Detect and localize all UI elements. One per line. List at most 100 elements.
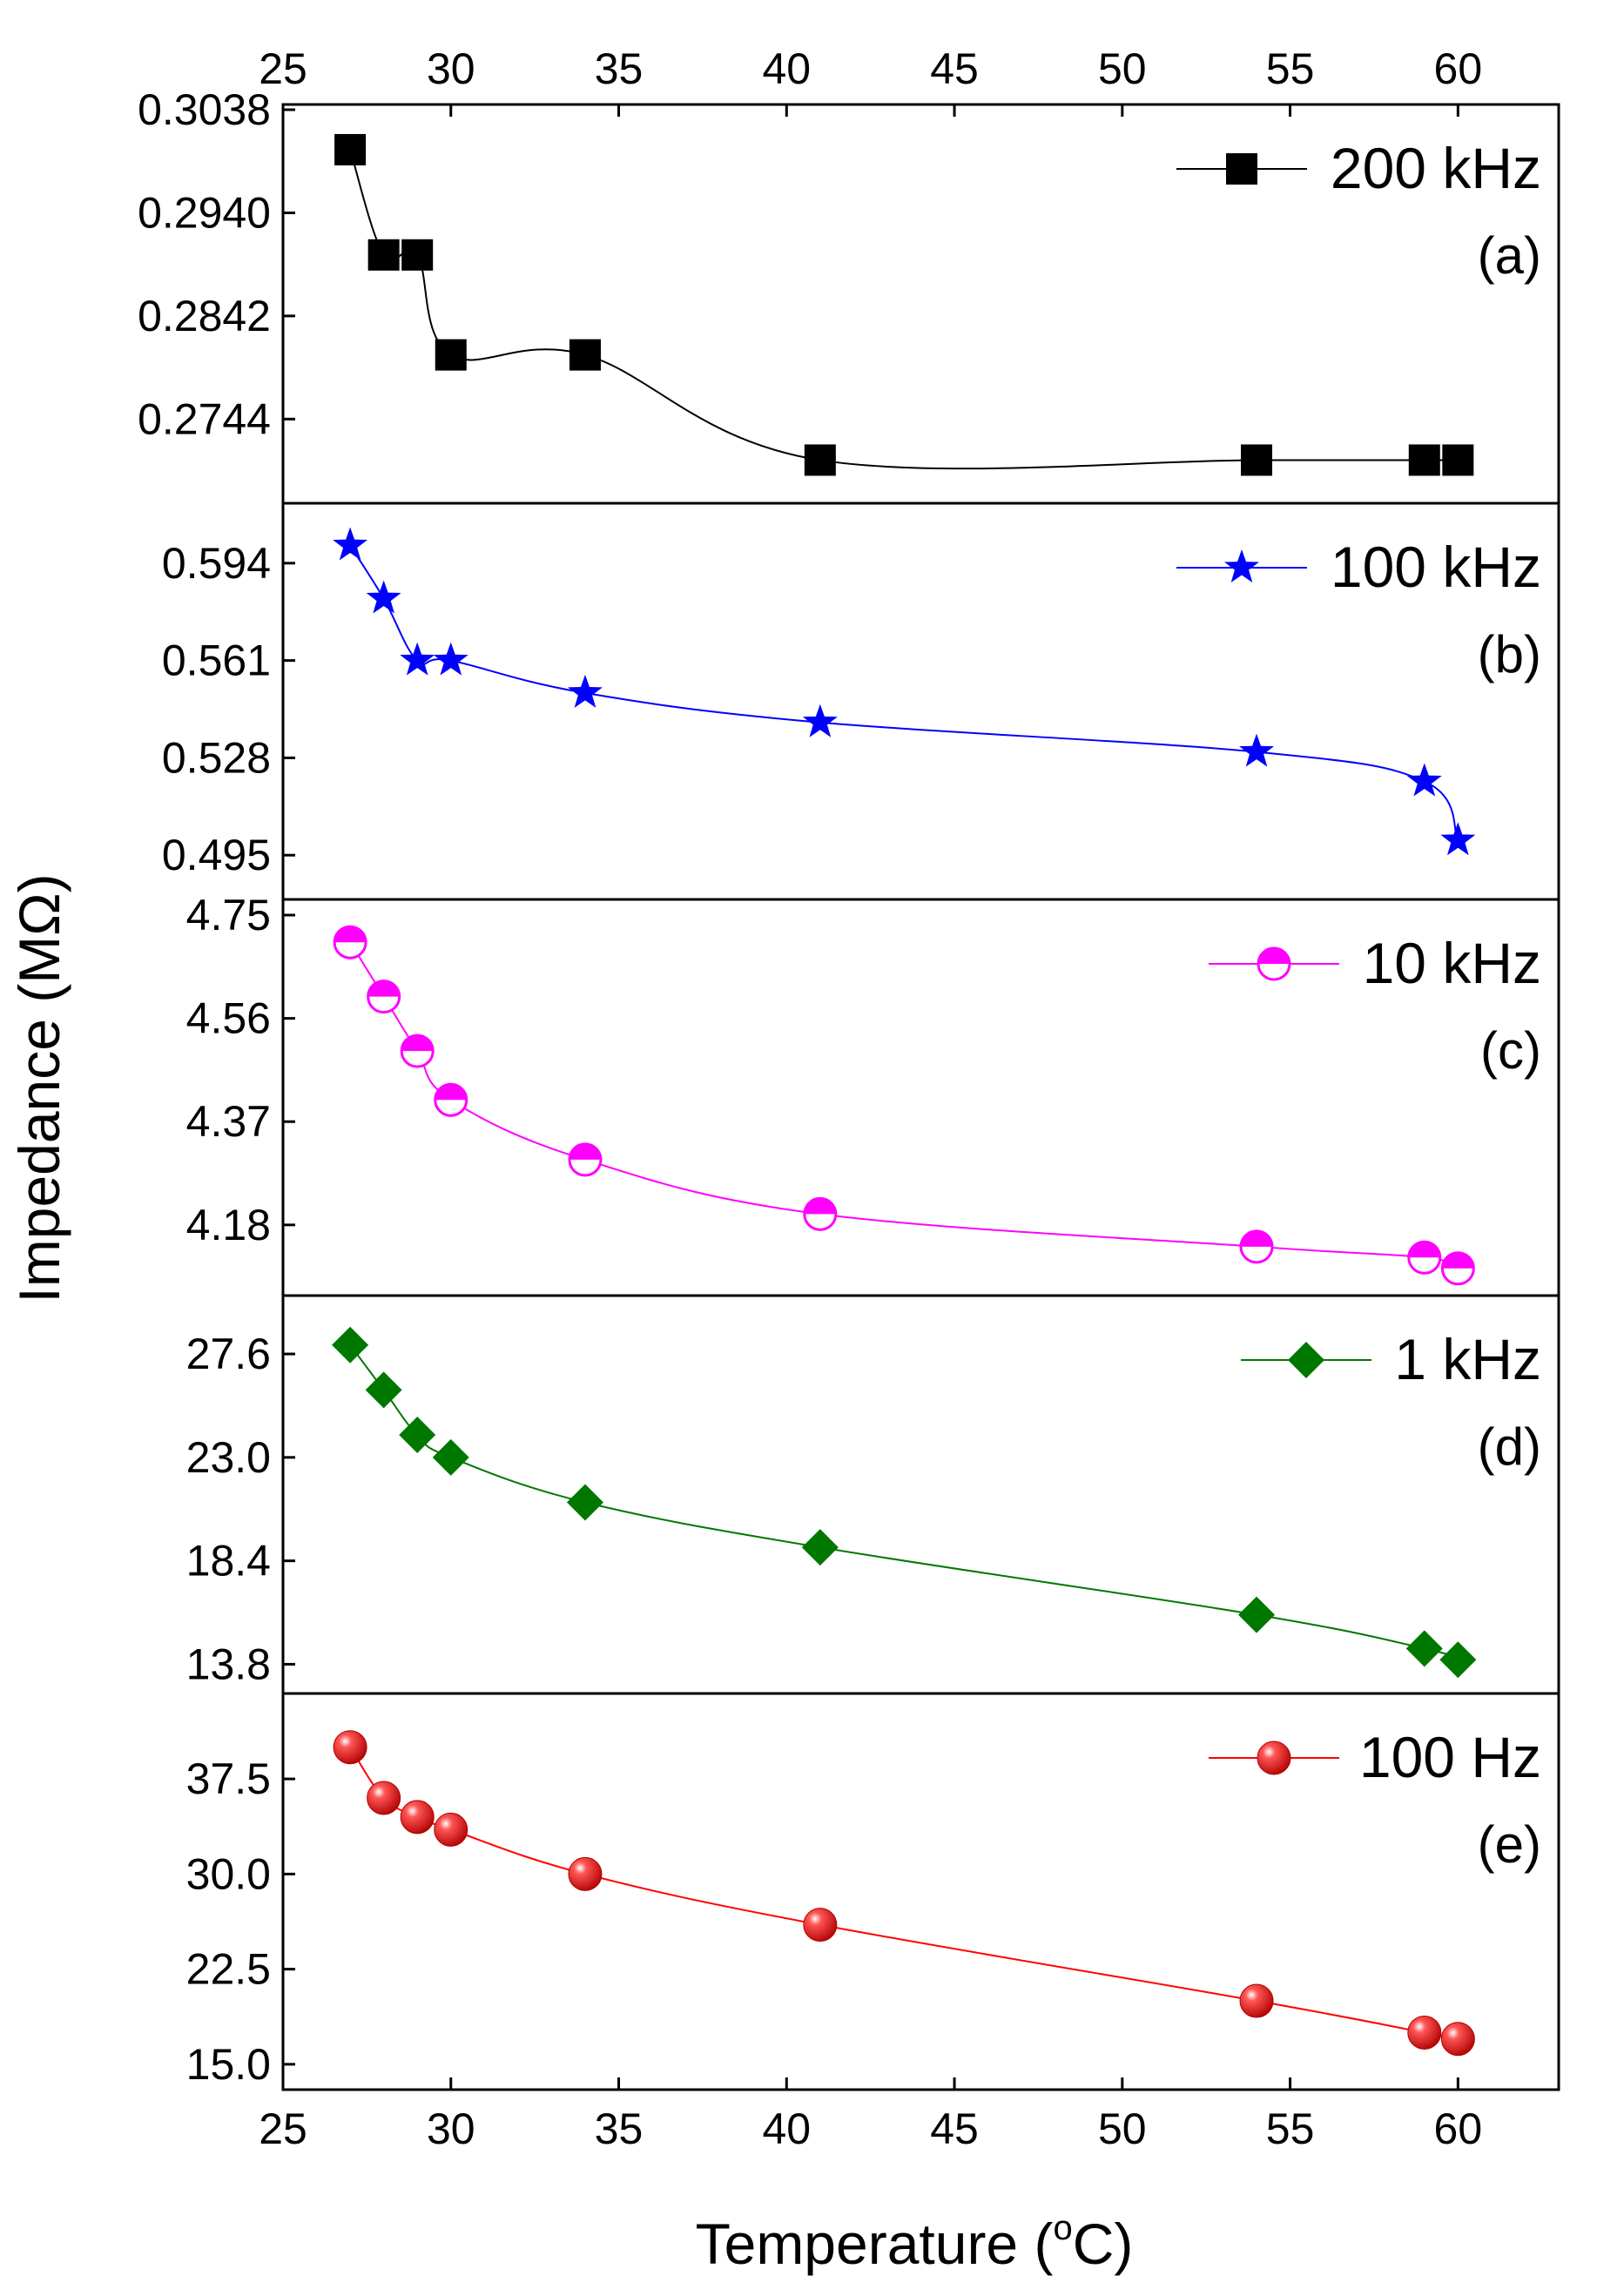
bottom-xtick-label: 60 [1434,2104,1483,2153]
bottom-xtick-label: 45 [930,2104,979,2153]
data-point-e [434,1812,468,1847]
data-point-b [400,642,435,676]
panel-a-ytick-label: 0.3038 [138,85,271,134]
data-point-e [803,1908,838,1943]
panel-a-ytick-label: 0.2744 [138,394,271,443]
panel-d-ytick-label: 18.4 [186,1537,271,1586]
panel-e-ytick-label: 22.5 [186,1945,271,1994]
panel-a-ytick-label: 0.2842 [138,292,271,340]
panel-e-ytick-label: 15.0 [186,2040,271,2089]
bottom-x-axis: 25 30 35 40 45 50 55 60 [259,2077,1482,2153]
data-point-e [367,1781,401,1815]
data-point-c [333,925,367,959]
data-point-d [1405,1630,1443,1667]
top-xtick-label: 30 [427,44,475,93]
legend-label-d: 1 kHz [1394,1327,1541,1391]
bottom-xtick-label: 30 [427,2104,475,2153]
panel-letter-d: (d) [1478,1417,1541,1476]
data-point-a [804,444,836,476]
x-axis-title-suffix: C) [1073,2212,1134,2276]
data-point-c [400,1034,435,1068]
data-point-c [367,980,401,1014]
panel-letter-b: (b) [1478,625,1541,683]
bottom-xtick-label: 40 [762,2104,811,2153]
data-point-b [366,580,401,614]
bottom-xtick-label: 55 [1266,2104,1315,2153]
legend-label-e: 100 Hz [1359,1725,1541,1789]
data-point-d [1238,1596,1276,1633]
panel-d-ytick-label: 27.6 [186,1330,271,1378]
data-point-e [400,1800,435,1835]
panel-c-ytick-label: 4.37 [186,1097,271,1146]
data-point-b [1239,733,1274,767]
panel-a-ytick-label: 0.2940 [138,188,271,237]
x-axis-title-prefix: Temperature ( [696,2212,1054,2276]
data-point-e [1407,2015,1442,2050]
data-point-b [1406,763,1442,797]
data-point-b [333,527,368,561]
panels-group: 0.2744 0.2842 0.2940 0.3038 200 kHz (a) 0.495 0… [138,85,1560,2091]
panel-e-ytick-label: 37.5 [186,1754,271,1803]
data-point-d [399,1417,436,1454]
data-point-c [1239,1229,1274,1264]
panel-c-ytick-label: 4.75 [186,891,271,939]
data-point-d [432,1438,469,1476]
legend-label-c: 10 kHz [1363,931,1541,995]
top-xtick-label: 35 [595,44,644,93]
panel-b-ytick-label: 0.561 [162,636,271,685]
panel-d-frame [281,1294,1560,1695]
data-point-c [803,1196,838,1231]
y-axis-title: Impedance (MΩ) [7,873,71,1303]
data-point-a [334,133,367,165]
legend-marker-d [1288,1342,1324,1378]
panel-b-ytick-label: 0.528 [162,733,271,782]
series-line-e [349,1747,1459,2040]
data-point-e [568,1856,603,1891]
panel-letter-a: (a) [1478,226,1541,285]
data-point-c [1407,1240,1442,1275]
panel-a: 0.2744 0.2842 0.2940 0.3038 200 kHz (a) [138,85,1560,505]
data-point-e [333,1730,367,1765]
panel-c-ytick-label: 4.56 [186,994,271,1043]
data-point-b [433,642,468,676]
panel-c: 4.18 4.37 4.56 4.75 10 kHz (c) [186,891,1560,1297]
data-point-e [1239,1983,1274,2018]
legend-marker-c [1257,946,1291,981]
series-line-d [349,1344,1459,1661]
top-xtick-label: 45 [930,44,979,93]
data-point-a [1442,444,1474,476]
data-point-c [1440,1251,1475,1286]
panel-d-ytick-label: 13.8 [186,1640,271,1688]
panel-d-ytick-label: 23.0 [186,1433,271,1482]
data-point-b [1440,822,1476,856]
legend-label-a: 200 kHz [1331,136,1541,200]
top-xtick-label: 25 [259,44,307,93]
data-point-a [1408,444,1440,476]
top-xtick-label: 40 [762,44,811,93]
data-point-a [367,239,400,271]
data-point-a [435,339,467,371]
series-line-c [349,941,1459,1269]
top-xtick-label: 60 [1434,44,1483,93]
data-point-b [802,704,838,737]
top-x-axis: 25 30 35 40 45 50 55 60 [259,44,1482,117]
data-point-d [365,1371,402,1409]
data-point-a [569,339,601,371]
bottom-xtick-label: 25 [259,2104,307,2153]
panel-e: 15.0 22.5 30.0 37.5 100 Hz (e) [186,1692,1560,2091]
panel-letter-e: (e) [1478,1815,1541,1874]
panel-b-ytick-label: 0.495 [162,831,271,879]
data-point-e [1440,2022,1475,2057]
panel-b-ytick-label: 0.594 [162,539,271,588]
data-point-d [1439,1641,1477,1679]
data-point-b [568,674,603,708]
panel-d: 13.8 18.4 23.0 27.6 1 kHz (d) [186,1294,1560,1695]
panel-e-frame [281,1692,1560,2091]
bottom-xtick-label: 50 [1098,2104,1147,2153]
panel-letter-c: (c) [1480,1021,1541,1080]
panel-c-ytick-label: 4.18 [186,1201,271,1249]
panel-e-ytick-label: 30.0 [186,1849,271,1898]
data-point-d [801,1529,839,1566]
top-xtick-label: 50 [1098,44,1147,93]
